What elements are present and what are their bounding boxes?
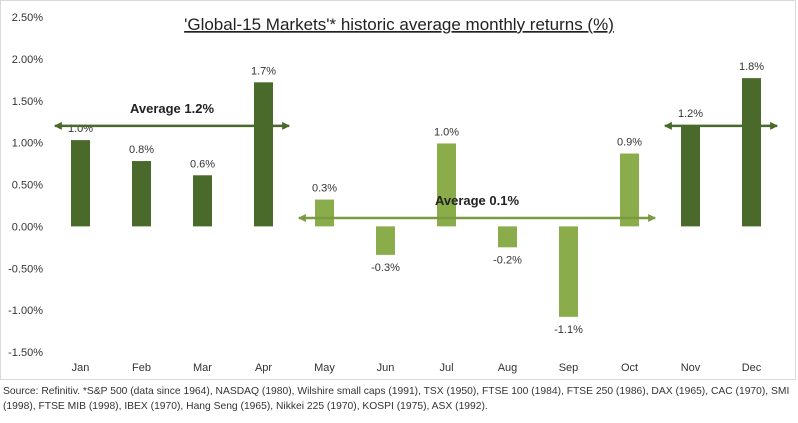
x-tick-label: Nov [681,362,701,374]
bar-mar [193,175,212,227]
data-label: 0.3% [312,183,337,195]
data-label: 0.9% [617,137,642,149]
x-tick-label: Dec [742,362,762,374]
y-tick-label: -1.00% [8,305,43,317]
y-tick-label: 1.50% [12,96,43,108]
data-label: 1.2% [678,108,703,120]
y-tick-label: -1.50% [8,347,43,359]
data-label: 0.6% [190,158,215,170]
x-tick-label: May [314,362,335,374]
bar-may [315,199,334,227]
x-tick-label: Feb [132,362,151,374]
y-tick-label: 0.00% [12,221,43,233]
bar-jan [71,140,90,227]
data-label: 1.7% [251,65,276,77]
average-label: Average 1.2% [130,101,215,116]
bar-aug [498,226,517,248]
bar-oct [620,153,639,227]
bar-nov [681,125,700,227]
data-label: -0.2% [493,254,522,266]
x-tick-label: Oct [621,362,638,374]
data-label: 1.8% [739,61,764,73]
data-label: -0.3% [371,262,400,274]
bar-jul [437,143,456,227]
average-annotations: Average 1.2% Average 0.1% [53,101,779,222]
x-tick-label: Jan [72,362,90,374]
bar-feb [132,161,151,227]
average-label: Average 0.1% [435,193,520,208]
x-tick-label: Apr [255,362,272,374]
bar-sep [559,226,578,317]
data-label: -1.1% [554,324,583,336]
bar-apr [254,82,273,227]
bars [71,78,761,317]
y-tick-label: -0.50% [8,263,43,275]
x-tick-label: Aug [498,362,518,374]
y-tick-label: 2.50% [12,12,43,24]
y-tick-label: 2.00% [12,54,43,66]
chart-frame [0,0,796,380]
data-label: 0.8% [129,144,154,156]
x-tick-label: Jun [377,362,395,374]
chart-title: 'Global-15 Markets'* historic average mo… [184,15,614,34]
bar-jun [376,226,395,255]
data-label: 1.0% [434,126,459,138]
source-note: Source: Refinitiv. *S&P 500 (data since … [3,386,790,412]
x-axis: Jan Feb Mar Apr May Jun Jul Aug Sep Oct Nov Dec [72,362,762,374]
x-tick-label: Sep [559,362,579,374]
y-tick-label: 0.50% [12,180,43,192]
y-tick-label: 1.00% [12,138,43,150]
bar-chart: 'Global-15 Markets'* historic average mo… [8,12,779,374]
x-tick-label: Jul [439,362,453,374]
x-tick-label: Mar [193,362,212,374]
bar-dec [742,78,761,227]
y-axis: 2.50% 2.00% 1.50% 1.00% 0.50% 0.00% -0.50% -1.0… [8,12,43,359]
